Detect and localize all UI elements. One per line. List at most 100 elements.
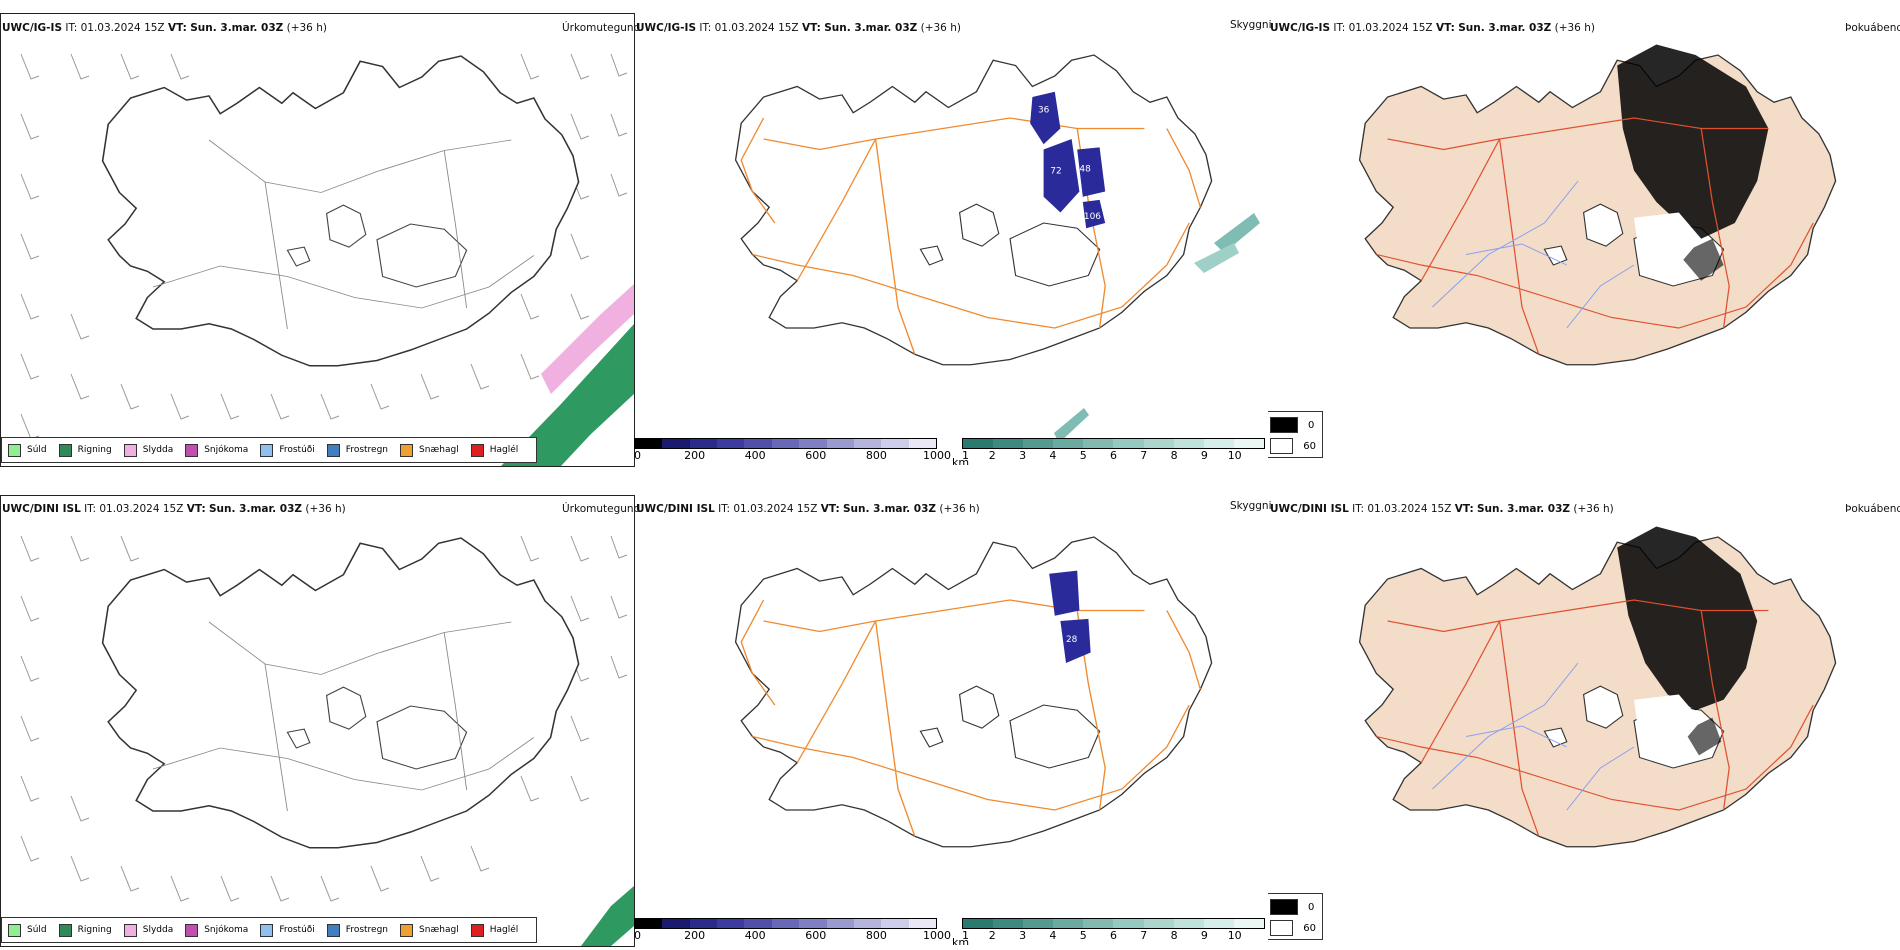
colorbar-segment [1233,439,1264,448]
precip-type-map [20,53,634,466]
rain-area [581,886,634,946]
colorbar-tick-label: 5 [1079,929,1087,942]
colorbar-segment [771,919,800,928]
low-visibility-area [1030,91,1106,229]
colorbar-segment [963,919,994,928]
colorbar-segment [826,919,854,928]
colorbar-tick-label: 1 [962,929,969,942]
visibility-colorbar-m: 0 200 400 600 800 1000 m [634,438,951,465]
colorbar-tick-label: 10 [1227,929,1242,942]
colorbar-tick-label: 6 [1110,929,1117,942]
legend-label: Haglél [489,925,519,935]
legend-swatch [8,443,21,457]
colorbar-tick-label: 4 [1049,449,1057,462]
colorbar-tick-label: 1000 [923,449,951,462]
legend-label: Snæhagl [419,925,459,935]
precip-legend-item: Snæhagl [400,443,459,457]
precip-legend-item: Snjókoma [185,923,249,937]
roads [740,117,1202,355]
colorbar-tick-label: 0 [634,929,641,942]
legend-label: Rigning [77,445,112,455]
legend-swatch [1270,899,1298,915]
legend-swatch [470,443,484,457]
header-row2-panel3: UWC/DINI ISL IT: 01.03.2024 15Z VT: Sun.… [1270,503,1614,515]
legend-swatch [1270,417,1298,433]
colorbar-segment [963,439,994,448]
visibility-colorbar-m: 0 200 400 600 800 1000 m [634,918,951,945]
legend-label: Slydda [142,925,174,935]
precip-type-panel-row2: Súld Rigning Slydda Snjókoma Frostúði Frostre… [0,495,635,947]
colorbar-tick-label: 200 [684,929,706,942]
header-row1-panel2: UWC/IG-IS IT: 01.03.2024 15Z VT: Sun. 3.… [636,22,961,34]
fog-area [1617,526,1758,756]
panel-title-precip-row2: Úrkomutegund [562,503,641,515]
rain-area [501,324,634,466]
colorbar-segment [853,439,882,448]
colorbar-segment [717,439,745,448]
colorbar-segment [1023,919,1054,928]
colorbar-tick-label: 6 [1110,449,1117,462]
map-label: 36 [1038,106,1049,116]
colorbar-segment [635,919,663,928]
colorbar-tick-label: 4 [1049,929,1057,942]
precip-legend-item: Slydda [123,443,173,457]
colorbar-segment [853,919,882,928]
colorbar-segment [1173,919,1204,928]
colorbar-segment [908,439,936,448]
header-row1-panel3: UWC/IG-IS IT: 01.03.2024 15Z VT: Sun. 3.… [1270,22,1595,34]
visibility-panel-row1: 36 72 48 106 0 200 400 600 800 1000 m 1 2 3 4 5 6 7… [634,13,1267,465]
legend-label: Rigning [77,925,112,935]
map-label: 106 [1084,212,1101,222]
legend-label: Súld [27,445,47,455]
panel-title-fog-row1: Þokuábendi [1845,22,1900,34]
legend-swatch [123,443,137,457]
legend-label: 60 [1303,922,1316,934]
legend-swatch [123,923,137,937]
colorbar-segment [881,919,909,928]
colorbar-segment [1083,439,1114,448]
colorbar-segment [1143,439,1174,448]
visibility-colorbar-km: 1 2 3 4 5 6 7 8 9 10 km [952,918,1265,945]
colorbar-unit: km [952,936,970,945]
colorbar-segment [881,439,909,448]
colorbar-segment [1203,439,1234,448]
legend-swatch [185,923,199,937]
colorbar-segment [993,439,1024,448]
colorbar-segment [1113,439,1144,448]
fog-panel-row2: 0 60 [1268,495,1900,945]
colorbar-segment [993,919,1024,928]
colorbar-tick-label: 8 [1170,929,1178,942]
colorbar-segment [771,439,800,448]
colorbar-tick-label: 7 [1140,449,1148,462]
legend-swatch [8,923,21,937]
colorbar-segment [908,919,936,928]
panel-title-fog-row2: Þokuábendi [1845,503,1900,515]
legend-label: Súld [27,925,47,935]
legend-label: Snjókoma [204,925,249,935]
colorbar-segment [689,439,718,448]
colorbar-unit: m [634,936,635,945]
legend-label: Frostregn [345,925,389,935]
colorbar-tick-label: 1000 [923,929,951,942]
colorbar-tick-label: 400 [744,449,766,462]
legend-swatch [326,923,340,937]
legend-swatch [58,923,72,937]
precip-legend: Súld Rigning Slydda Snjókoma Frostúði Frostre… [1,437,538,463]
legend-swatch [1270,920,1294,936]
precip-legend-item: Haglél [470,443,518,457]
legend-label: Frostúði [279,925,315,935]
rivers [1432,180,1635,329]
legend-swatch [326,443,340,457]
map-label: 72 [1050,167,1061,177]
panel-title-visibility-row1: Skyggni [1230,19,1272,31]
roads [1376,599,1814,837]
legend-label: Frostúði [279,445,315,455]
colorbar-tick-label: 1 [962,449,969,462]
colorbar-tick-label: 600 [805,449,827,462]
visibility-map: 28 [734,536,1213,848]
legend-label: 0 [1308,419,1315,431]
colorbar-segment [1053,439,1084,448]
colorbar-segment [826,439,854,448]
colorbar-segment [744,439,772,448]
legend-label: Frostregn [345,445,389,455]
